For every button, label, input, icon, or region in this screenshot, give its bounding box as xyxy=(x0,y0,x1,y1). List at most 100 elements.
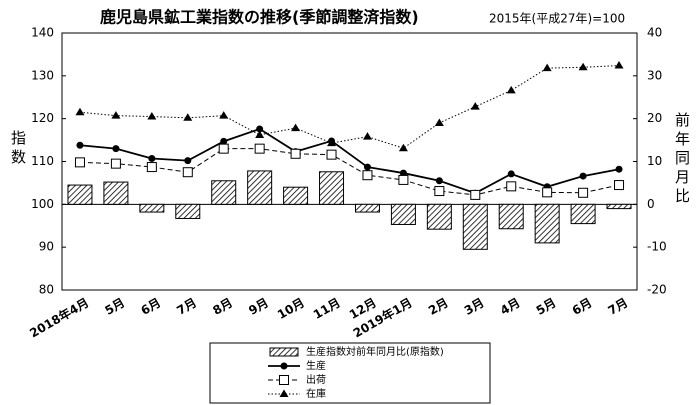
point xyxy=(219,111,229,119)
point xyxy=(362,132,372,140)
point xyxy=(76,141,84,149)
bar xyxy=(211,180,237,205)
bar xyxy=(390,203,416,225)
x-tick-label: 6月 xyxy=(570,296,595,318)
x-tick-label: 2月 xyxy=(426,296,451,318)
x-tick-label: 8月 xyxy=(210,296,235,318)
point xyxy=(220,137,228,145)
legend-marker xyxy=(279,389,289,397)
plot-frame xyxy=(61,32,638,291)
point xyxy=(327,138,337,147)
point xyxy=(255,130,265,138)
point xyxy=(182,167,193,178)
bar xyxy=(139,203,165,213)
point xyxy=(112,145,120,153)
point xyxy=(326,149,337,160)
point xyxy=(363,163,371,171)
legend-label: 生産指数対前年同月比(原指数) xyxy=(306,345,444,358)
x-tick-label: 5月 xyxy=(103,296,128,318)
line xyxy=(79,65,620,149)
bar xyxy=(67,184,93,205)
legend-label: 生産 xyxy=(306,359,326,372)
x-tick-label: 7月 xyxy=(606,296,631,318)
y-tick-label: 140 xyxy=(31,26,54,40)
bar xyxy=(283,186,309,205)
legend-box xyxy=(209,342,491,404)
bar xyxy=(462,203,488,250)
point xyxy=(614,180,625,191)
y2-tick-label: 0 xyxy=(647,197,655,211)
point xyxy=(254,143,265,154)
x-tick-label: 3月 xyxy=(462,296,487,318)
bar xyxy=(534,203,560,244)
x-tick-label: 7月 xyxy=(174,296,199,318)
bar xyxy=(570,203,596,225)
y-tick-label: 120 xyxy=(31,111,54,125)
bar xyxy=(103,181,129,205)
x-tick-label: 10月 xyxy=(275,296,307,322)
point xyxy=(74,157,85,168)
point xyxy=(578,187,589,198)
x-tick-label: 4月 xyxy=(498,296,523,318)
y2-tick-label: 10 xyxy=(647,154,662,168)
point xyxy=(146,162,157,173)
point xyxy=(399,169,407,177)
x-tick-label: 9月 xyxy=(246,296,271,318)
point xyxy=(256,125,264,133)
legend-marker xyxy=(279,375,289,385)
y-tick-label: 80 xyxy=(39,283,54,297)
bar xyxy=(247,170,273,205)
y-tick-label: 100 xyxy=(31,197,54,211)
bar xyxy=(354,203,380,213)
legend-swatch xyxy=(269,347,299,357)
y-tick-label: 110 xyxy=(31,154,54,168)
point xyxy=(291,123,301,132)
point xyxy=(434,186,445,197)
legend-label: 在庫 xyxy=(306,387,326,400)
point xyxy=(542,187,553,198)
point xyxy=(290,148,301,159)
point xyxy=(362,170,373,181)
legend-marker xyxy=(280,362,288,370)
legend-label: 出荷 xyxy=(306,373,326,386)
point xyxy=(183,113,193,121)
point xyxy=(470,189,481,200)
y2-tick-label: 30 xyxy=(647,68,662,82)
y2-tick-label: 40 xyxy=(647,26,662,40)
line xyxy=(79,148,620,196)
point xyxy=(218,143,229,154)
y2-tick-label: -10 xyxy=(647,240,667,254)
point xyxy=(506,85,516,94)
y-axis-label: 指数 xyxy=(9,130,27,168)
point xyxy=(110,158,121,169)
y2-tick-label: 20 xyxy=(647,111,662,125)
y-tick-label: 90 xyxy=(39,240,54,254)
line xyxy=(79,127,620,195)
point xyxy=(615,165,623,173)
point xyxy=(148,155,156,163)
point xyxy=(506,181,517,192)
point xyxy=(147,112,157,120)
x-tick-label: 2018年4月 xyxy=(27,295,91,341)
chart-subtitle: 2015年(平成27年)=100 xyxy=(489,12,625,26)
y2-tick-label: -20 xyxy=(647,283,667,297)
point xyxy=(470,102,480,110)
x-tick-label: 11月 xyxy=(311,296,343,322)
point xyxy=(111,111,121,119)
x-tick-label: 5月 xyxy=(534,296,559,318)
point xyxy=(75,107,85,116)
y2-axis-label: 前年同月比 xyxy=(673,112,691,207)
y-tick-label: 130 xyxy=(31,68,54,82)
x-tick-label: 6月 xyxy=(138,296,163,318)
point xyxy=(542,63,552,72)
point xyxy=(578,62,588,71)
point xyxy=(614,61,624,69)
point xyxy=(579,172,587,180)
chart-title: 鹿児島県鉱工業指数の推移(季節調整済指数) xyxy=(100,8,419,27)
point xyxy=(507,170,515,178)
point xyxy=(434,118,444,126)
bar xyxy=(319,171,345,205)
bar xyxy=(426,203,452,230)
